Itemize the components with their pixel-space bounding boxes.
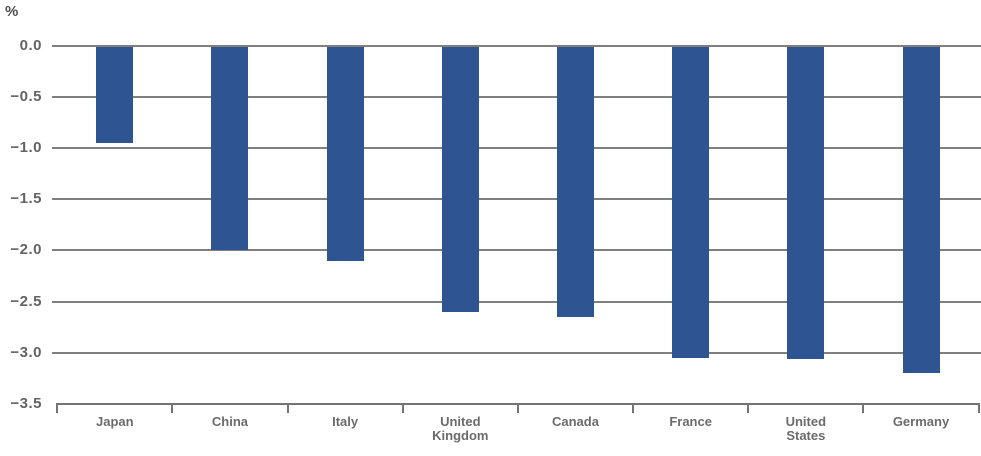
y-axis-tick-label: −1.5 (10, 190, 42, 208)
x-axis-tick (171, 402, 174, 413)
x-axis-tick (747, 402, 750, 413)
x-axis-tick (977, 402, 980, 413)
gridline (52, 300, 981, 303)
x-axis-tick (401, 402, 404, 413)
x-axis-tick (632, 402, 635, 413)
bar-united-kingdom (441, 46, 479, 312)
y-axis-tick-label: −3.0 (10, 343, 42, 361)
x-axis-category-label: Canada (552, 413, 599, 429)
bar-united-states (787, 46, 825, 359)
x-axis-category-label: Italy (332, 413, 359, 429)
x-axis-category-label: Germany (892, 413, 950, 429)
y-axis-tick-label: −1.0 (10, 139, 42, 157)
bar-germany (902, 46, 940, 374)
gridline (52, 147, 981, 150)
y-axis-tick-label: −0.5 (10, 87, 42, 105)
bar-japan (96, 46, 134, 143)
y-axis-tick-label: −2.0 (10, 241, 42, 259)
y-axis-tick-label: −2.5 (10, 292, 42, 310)
x-axis-category-label: China (211, 413, 249, 429)
y-axis-unit-label: % (5, 3, 19, 20)
bar-canada (556, 46, 594, 317)
x-axis-category-label: France (669, 413, 712, 429)
y-axis-tick-label: −3.5 (10, 394, 42, 412)
gridline (52, 351, 981, 354)
x-axis-tick (862, 402, 865, 413)
gridline (52, 198, 981, 201)
bar-italy (326, 46, 364, 261)
x-axis-tick (56, 402, 59, 413)
gridline (52, 44, 981, 47)
x-axis-category-label: United States (785, 413, 827, 444)
bar-france (672, 46, 710, 358)
gridline (52, 249, 981, 252)
x-axis-category-label: United Kingdom (432, 413, 489, 444)
x-axis-tick (516, 402, 519, 413)
bar-china (211, 46, 249, 251)
gridline (52, 95, 981, 98)
x-axis-category-label: Japan (95, 413, 134, 429)
y-axis-tick-label: 0.0 (19, 36, 42, 54)
x-axis-tick (286, 402, 289, 413)
